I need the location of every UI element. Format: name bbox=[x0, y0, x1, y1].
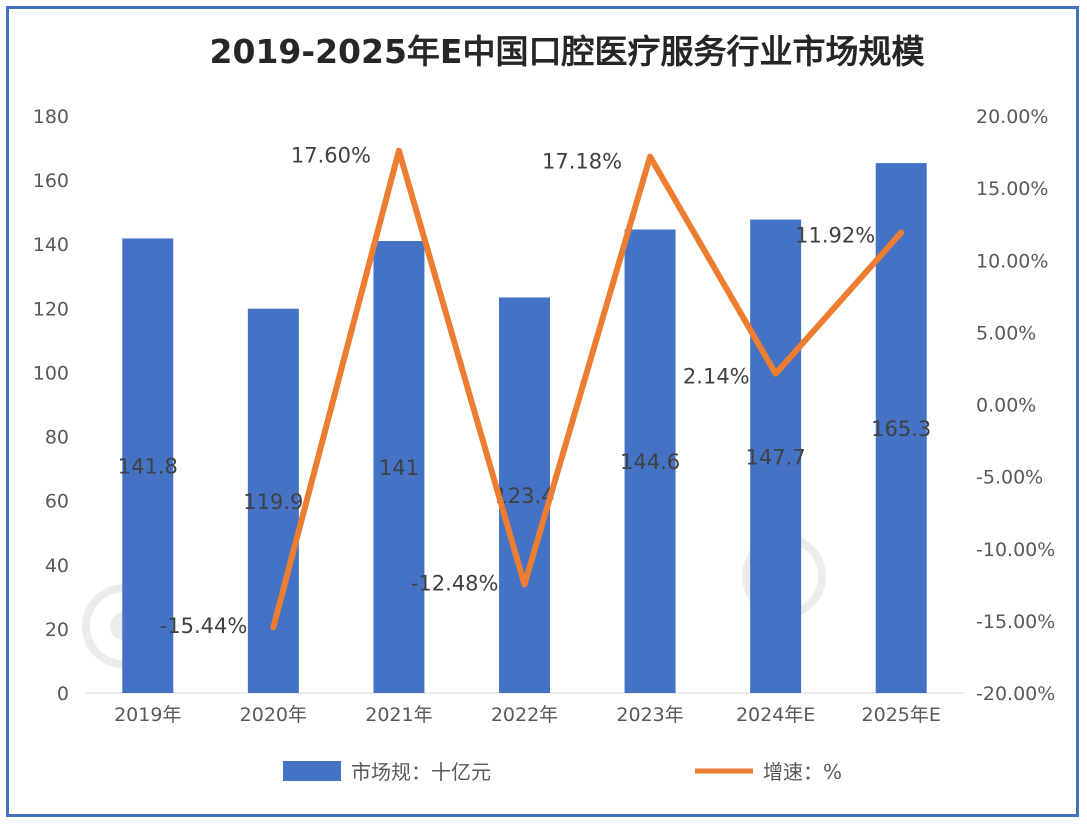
left-tick-label: 100 bbox=[33, 362, 69, 384]
right-tick-label: 5.00% bbox=[976, 322, 1036, 344]
left-tick-label: 140 bbox=[33, 234, 69, 256]
growth-data-label: 2.14% bbox=[683, 365, 750, 389]
right-tick-label: 15.00% bbox=[976, 178, 1048, 200]
bar-data-label: 141 bbox=[379, 456, 419, 480]
x-tick-label: 2020年 bbox=[240, 704, 307, 726]
x-tick-label: 2025年E bbox=[862, 704, 941, 726]
left-tick-label: 80 bbox=[45, 427, 69, 449]
growth-data-label: -12.48% bbox=[411, 572, 499, 596]
growth-data-label: 17.18% bbox=[542, 150, 622, 174]
growth-point bbox=[524, 584, 525, 586]
left-tick-label: 180 bbox=[33, 106, 69, 128]
left-tick-label: 40 bbox=[45, 555, 69, 577]
right-tick-label: 20.00% bbox=[976, 106, 1048, 128]
chart-title: 2019-2025年E中国口腔医疗服务行业市场规模 bbox=[210, 32, 926, 71]
legend-swatch-bar bbox=[283, 761, 341, 781]
right-axis-ticks: -20.00% -15.00% -10.00% -5.00% 0.00% 5.00% 10.… bbox=[976, 106, 1055, 705]
bar-series bbox=[122, 163, 927, 694]
left-tick-label: 0 bbox=[57, 683, 69, 705]
right-tick-label: 10.00% bbox=[976, 250, 1048, 272]
growth-data-label: -15.44% bbox=[160, 614, 248, 638]
left-axis-ticks: 0 20 40 60 80 100 120 140 160 180 bbox=[33, 106, 69, 705]
bar-data-label: 123.4 bbox=[494, 484, 554, 508]
growth-point bbox=[398, 150, 400, 152]
x-axis-labels: 2019年 2020年 2021年 2022年 2023年 2024年E 2025年E bbox=[114, 704, 941, 726]
growth-point bbox=[649, 156, 651, 158]
growth-data-label: 17.60% bbox=[291, 144, 371, 168]
chart-canvas: 2019-2025年E中国口腔医疗服务行业市场规模 0 20 40 60 80 100 12… bbox=[33, 32, 1056, 784]
bar bbox=[624, 229, 676, 693]
right-tick-label: -20.00% bbox=[976, 683, 1055, 705]
bar-data-label: 119.9 bbox=[243, 490, 303, 514]
growth-point bbox=[900, 232, 902, 234]
growth-data-label: 11.92% bbox=[795, 224, 875, 248]
growth-point bbox=[775, 373, 777, 375]
bar-data-labels: 141.8 119.9 141 123.4 144.6 147.7 165.3 bbox=[118, 417, 932, 514]
left-tick-label: 20 bbox=[45, 619, 69, 641]
left-tick-label: 60 bbox=[45, 491, 69, 513]
growth-line-series bbox=[270, 147, 905, 631]
x-tick-label: 2019年 bbox=[114, 704, 181, 726]
chart-frame: 2019-2025年E中国口腔医疗服务行业市场规模 0 20 40 60 80 100 12… bbox=[6, 6, 1079, 817]
right-tick-label: -15.00% bbox=[976, 611, 1055, 633]
bar-data-label: 165.3 bbox=[871, 417, 931, 441]
bar-data-label: 144.6 bbox=[620, 450, 680, 474]
bar bbox=[122, 238, 174, 694]
left-tick-label: 160 bbox=[33, 170, 69, 192]
right-tick-label: -10.00% bbox=[976, 539, 1055, 561]
x-tick-label: 2024年E bbox=[736, 704, 815, 726]
x-tick-label: 2023年 bbox=[616, 704, 683, 726]
watermark bbox=[82, 534, 826, 669]
bar bbox=[373, 241, 425, 693]
growth-line bbox=[270, 147, 905, 631]
bar-data-label: 147.7 bbox=[746, 445, 806, 469]
legend-label-line: 增速：% bbox=[763, 760, 842, 784]
left-tick-label: 120 bbox=[33, 298, 69, 320]
bar bbox=[750, 219, 802, 694]
bar-data-label: 141.8 bbox=[118, 455, 178, 479]
x-tick-label: 2022年 bbox=[491, 704, 558, 726]
bar bbox=[499, 297, 550, 693]
growth-data-labels: -15.44% 17.60% -12.48% 17.18% 2.14% 11.92% bbox=[160, 144, 876, 639]
right-tick-label: 0.00% bbox=[976, 395, 1036, 417]
right-tick-label: -5.00% bbox=[976, 467, 1043, 489]
x-tick-label: 2021年 bbox=[365, 704, 432, 726]
legend: 市场规：十亿元 增速：% bbox=[283, 760, 842, 784]
growth-point bbox=[272, 626, 274, 628]
legend-label-bar: 市场规：十亿元 bbox=[351, 760, 491, 784]
